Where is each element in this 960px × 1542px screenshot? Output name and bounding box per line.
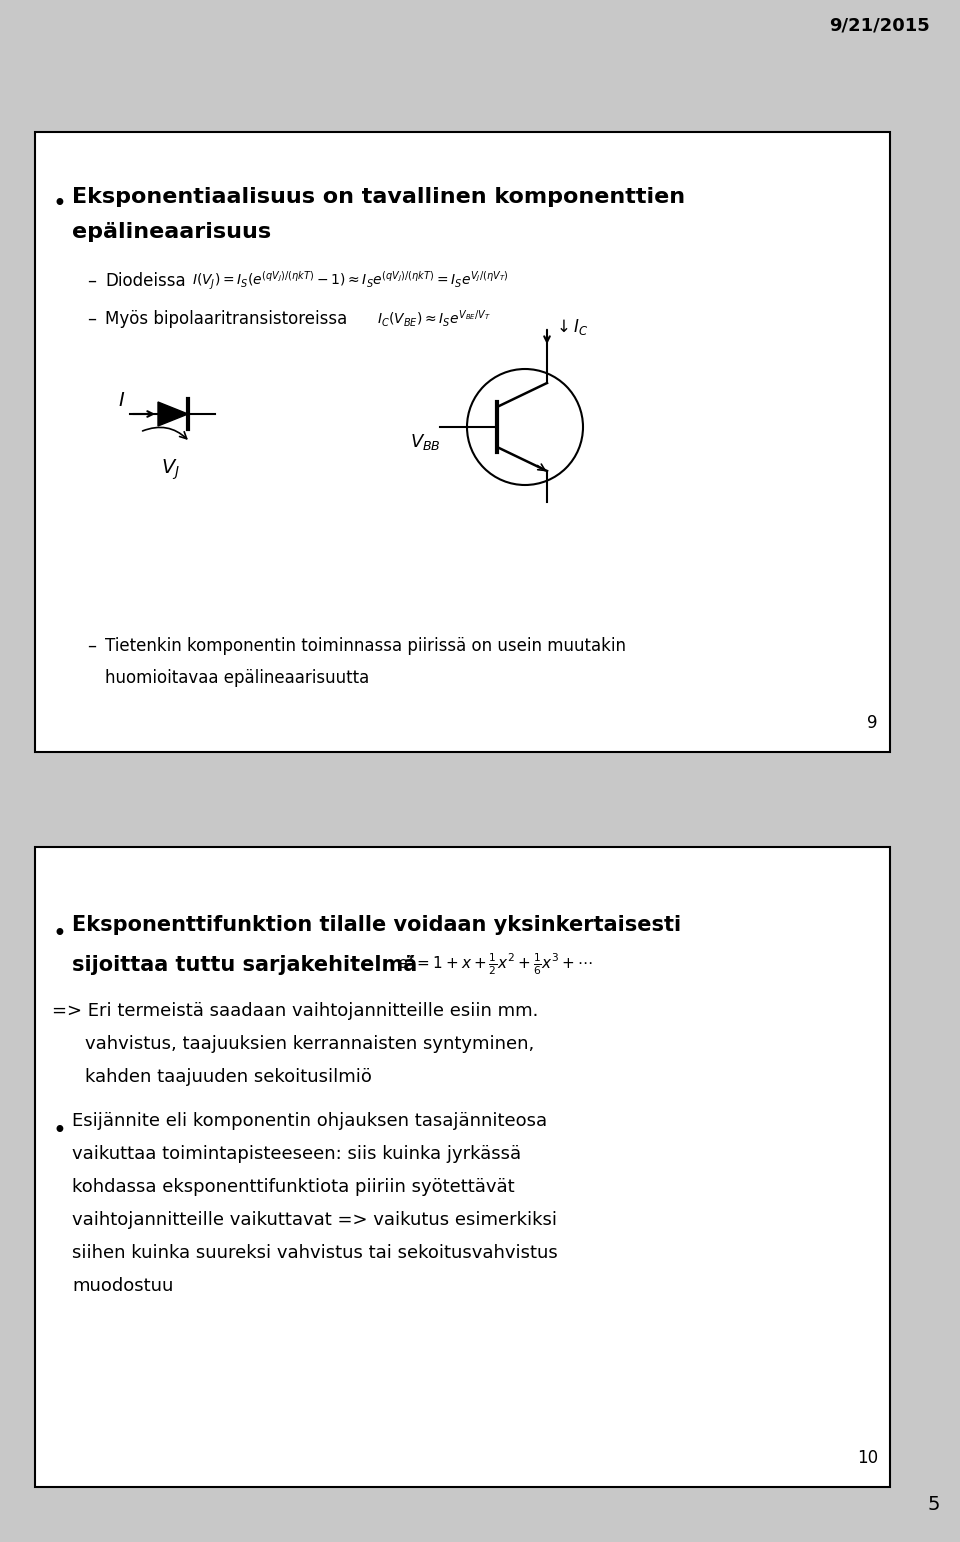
- Text: Tietenkin komponentin toiminnassa piirissä on usein muutakin: Tietenkin komponentin toiminnassa piiris…: [105, 637, 626, 655]
- FancyArrowPatch shape: [143, 427, 186, 439]
- Text: siihen kuinka suureksi vahvistus tai sekoitusvahvistus: siihen kuinka suureksi vahvistus tai sek…: [72, 1244, 558, 1261]
- Text: Diodeissa: Diodeissa: [105, 271, 185, 290]
- Text: huomioitavaa epälineaarisuutta: huomioitavaa epälineaarisuutta: [105, 669, 370, 688]
- Text: vaihtojannitteille vaikuttavat => vaikutus esimerkiksi: vaihtojannitteille vaikuttavat => vaikut…: [72, 1210, 557, 1229]
- Text: Eksponentiaalisuus on tavallinen komponenttien: Eksponentiaalisuus on tavallinen kompone…: [72, 187, 685, 207]
- Text: $I(V_J) = I_S(e^{(qV_J)/(\eta kT)}-1) \approx I_Se^{(qV_J)/(\eta kT)} = I_Se^{V_: $I(V_J) = I_S(e^{(qV_J)/(\eta kT)}-1) \a…: [192, 270, 509, 291]
- Text: 9: 9: [868, 714, 878, 732]
- Text: sijoittaa tuttu sarjakehitelmä: sijoittaa tuttu sarjakehitelmä: [72, 954, 418, 975]
- Text: 9/21/2015: 9/21/2015: [829, 17, 930, 35]
- Text: 10: 10: [857, 1449, 878, 1466]
- Text: –: –: [87, 310, 96, 328]
- Text: Myös bipolaaritransistoreissa: Myös bipolaaritransistoreissa: [105, 310, 348, 328]
- FancyArrowPatch shape: [538, 464, 545, 470]
- Text: –: –: [87, 271, 96, 290]
- Text: => Eri termeistä saadaan vaihtojannitteille esiin mm.: => Eri termeistä saadaan vaihtojannittei…: [52, 1002, 539, 1019]
- Text: $I_C(V_{BE}) \approx I_Se^{V_{BE}/V_T}$: $I_C(V_{BE}) \approx I_Se^{V_{BE}/V_T}$: [377, 308, 491, 328]
- Text: $e^x = 1 + x + \frac{1}{2}x^2 + \frac{1}{6}x^3 + \cdots$: $e^x = 1 + x + \frac{1}{2}x^2 + \frac{1}…: [397, 951, 593, 976]
- Text: kohdassa eksponenttifunktiota piiriin syötettävät: kohdassa eksponenttifunktiota piiriin sy…: [72, 1178, 515, 1197]
- FancyBboxPatch shape: [35, 133, 890, 752]
- Text: $\mathit{V}_{\mathit{BB}}$: $\mathit{V}_{\mathit{BB}}$: [410, 432, 441, 452]
- Text: •: •: [52, 1119, 66, 1143]
- Text: 5: 5: [927, 1496, 940, 1514]
- FancyBboxPatch shape: [35, 847, 890, 1486]
- Text: Esijännite eli komponentin ohjauksen tasajänniteosa: Esijännite eli komponentin ohjauksen tas…: [72, 1112, 547, 1130]
- Text: epälineaarisuus: epälineaarisuus: [72, 222, 271, 242]
- Text: $\mathit{I}$: $\mathit{I}$: [118, 390, 126, 410]
- Text: $\downarrow I_C$: $\downarrow I_C$: [553, 318, 588, 338]
- Text: $\mathit{V}_{\mathit{J}}$: $\mathit{V}_{\mathit{J}}$: [160, 456, 180, 481]
- Text: kahden taajuuden sekoitusilmiö: kahden taajuuden sekoitusilmiö: [85, 1069, 372, 1086]
- Text: vaikuttaa toimintapisteeseen: siis kuinka jyrkässä: vaikuttaa toimintapisteeseen: siis kuink…: [72, 1146, 521, 1163]
- Polygon shape: [158, 402, 188, 426]
- Text: •: •: [52, 922, 66, 945]
- Text: Eksponenttifunktion tilalle voidaan yksinkertaisesti: Eksponenttifunktion tilalle voidaan yksi…: [72, 914, 682, 934]
- Text: –: –: [87, 637, 96, 655]
- Text: muodostuu: muodostuu: [72, 1277, 174, 1295]
- Text: vahvistus, taajuuksien kerrannaisten syntyminen,: vahvistus, taajuuksien kerrannaisten syn…: [85, 1035, 535, 1053]
- Text: •: •: [52, 193, 66, 216]
